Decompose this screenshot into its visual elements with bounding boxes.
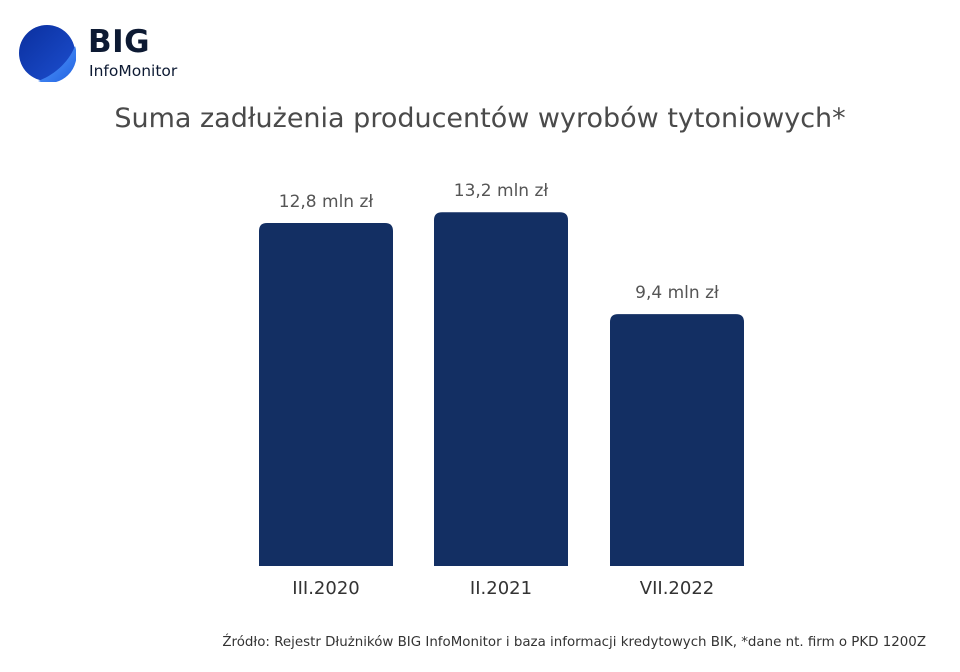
chart-title: Suma zadłużenia producentów wyrobów tyto… [114,103,846,134]
source-note: Źródło: Rejestr Dłużników BIG InfoMonito… [222,635,926,650]
bar-VII.2022 [610,314,744,566]
bar-chart: 12,8 mln zł III.2020 13,2 mln zł II.2021 9,4… [259,181,744,599]
x-tick-label-III.2020: III.2020 [292,578,359,599]
bar-II.2021 [434,212,568,567]
logo: BIG InfoMonitor [18,24,218,86]
x-tick-label-VII.2022: VII.2022 [640,578,714,599]
logo-mark-icon [19,25,76,82]
data-label-III.2020: 12,8 mln zł [279,192,374,212]
bar-III.2020 [259,222,393,566]
logo-subname: InfoMonitor [89,62,178,80]
logo-name: BIG [88,24,151,60]
data-label-VII.2022: 9,4 mln zł [635,283,719,303]
x-tick-label-II.2021: II.2021 [470,578,532,599]
data-label-II.2021: 13,2 mln zł [454,181,549,201]
